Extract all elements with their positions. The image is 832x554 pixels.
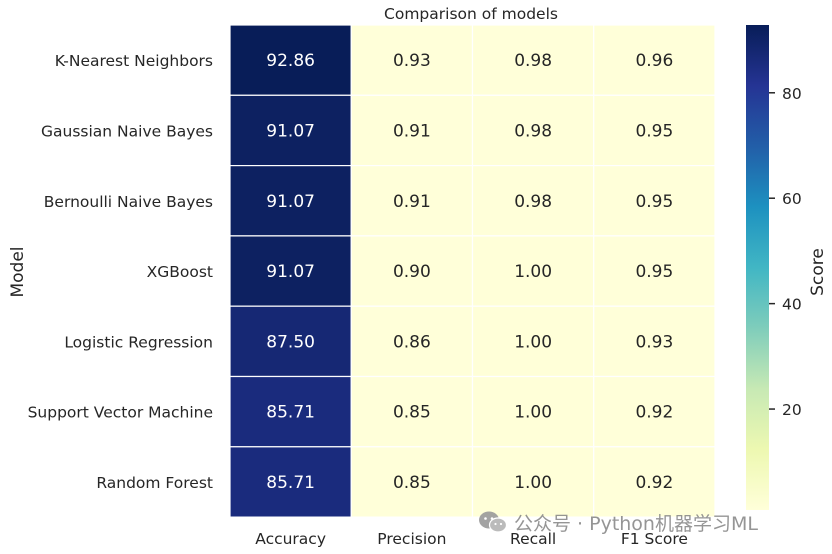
cell-value-label: 0.95	[635, 192, 673, 212]
heatmap-cell	[471, 24, 595, 96]
column-labels: Accuracy Precision Recall F1 Score	[255, 530, 688, 548]
cell-value-label: 0.92	[635, 403, 673, 423]
row-label: Bernoulli Naive Bayes	[44, 193, 213, 211]
cell-value-label: 0.98	[514, 192, 552, 212]
heatmap-cell	[471, 305, 595, 378]
colorbar-tick-label: 20	[782, 401, 802, 419]
heatmap-cells: 92.86 0.93 0.98 0.96 91.07 0.91 0.98 0.95 91.07 0…	[229, 24, 716, 518]
heatmap-cell	[229, 446, 352, 518]
heatmap-cell	[350, 235, 474, 307]
heatmap-cell	[229, 24, 352, 96]
heatmap-cell	[350, 375, 474, 448]
cell-value-label: 1.00	[514, 403, 552, 423]
cell-value-label: 91.07	[266, 121, 315, 141]
heatmap-cell	[350, 24, 474, 96]
heatmap-cell	[593, 375, 716, 448]
heatmap-cell	[350, 94, 474, 167]
cell-value-label: 0.92	[635, 473, 673, 493]
row-label: Support Vector Machine	[28, 404, 213, 422]
chart-title: Comparison of models	[384, 5, 558, 23]
column-label: Accuracy	[255, 530, 326, 548]
cell-value-label: 0.90	[393, 262, 431, 282]
column-label: F1 Score	[621, 530, 688, 548]
row-label: XGBoost	[147, 263, 213, 281]
heatmap-cell	[593, 446, 716, 518]
cell-value-label: 87.50	[266, 332, 315, 352]
cell-value-label: 0.95	[635, 121, 673, 141]
row-label: K-Nearest Neighbors	[55, 52, 213, 70]
heatmap-cell	[229, 375, 352, 448]
watermark-text: 公众号 · Python机器学习ML	[514, 512, 758, 535]
row-label: Random Forest	[96, 474, 213, 492]
y-axis-label: Model	[8, 246, 28, 297]
cell-value-label: 0.93	[635, 332, 673, 352]
heatmap-cell	[471, 446, 595, 518]
cell-value-label: 0.96	[635, 51, 673, 71]
cell-value-label: 1.00	[514, 332, 552, 352]
cell-value-label: 85.71	[266, 473, 315, 493]
row-label: Logistic Regression	[64, 333, 213, 351]
heatmap-cell	[229, 235, 352, 307]
cell-value-label: 91.07	[266, 262, 315, 282]
heatmap-cell	[471, 375, 595, 448]
colorbar-tick-label: 60	[782, 190, 802, 208]
cell-value-label: 0.86	[393, 332, 431, 352]
cell-value-label: 0.98	[514, 51, 552, 71]
colorbar-gradient	[746, 25, 769, 510]
cell-value-label: 0.91	[393, 192, 431, 212]
colorbar-label: Score	[808, 248, 828, 296]
colorbar-ticks: 20 40 60 80	[769, 85, 802, 419]
colorbar-tick-label: 40	[782, 296, 802, 314]
cell-value-label: 0.85	[393, 473, 431, 493]
cell-value-label: 91.07	[266, 192, 315, 212]
cell-value-label: 85.71	[266, 403, 315, 423]
heatmap-cell	[593, 24, 716, 96]
heatmap-cell	[350, 305, 474, 378]
row-labels: K-Nearest Neighbors Gaussian Naive Bayes B…	[28, 52, 213, 492]
heatmap-cell	[593, 165, 716, 237]
cell-value-label: 92.86	[266, 51, 315, 71]
cell-value-label: 0.91	[393, 121, 431, 141]
cell-value-label: 0.98	[514, 121, 552, 141]
heatmap-cell	[593, 94, 716, 167]
watermark: 公众号 · Python机器学习ML	[478, 508, 758, 536]
cell-value-label: 0.93	[393, 51, 431, 71]
colorbar: 20 40 60 80 Score	[746, 25, 828, 510]
heatmap-cell	[229, 94, 352, 167]
cell-value-label: 0.95	[635, 262, 673, 282]
wechat-icon	[479, 511, 508, 533]
column-label: Precision	[377, 530, 446, 548]
heatmap-cell	[593, 305, 716, 378]
column-label: Recall	[510, 530, 556, 548]
cell-value-label: 1.00	[514, 262, 552, 282]
heatmap-cell	[229, 305, 352, 378]
row-label: Gaussian Naive Bayes	[41, 122, 213, 140]
heatmap-cell	[350, 165, 474, 237]
cell-value-label: 1.00	[514, 473, 552, 493]
colorbar-tick-label: 80	[782, 85, 802, 103]
heatmap-cell	[593, 235, 716, 307]
cell-value-label: 0.85	[393, 403, 431, 423]
